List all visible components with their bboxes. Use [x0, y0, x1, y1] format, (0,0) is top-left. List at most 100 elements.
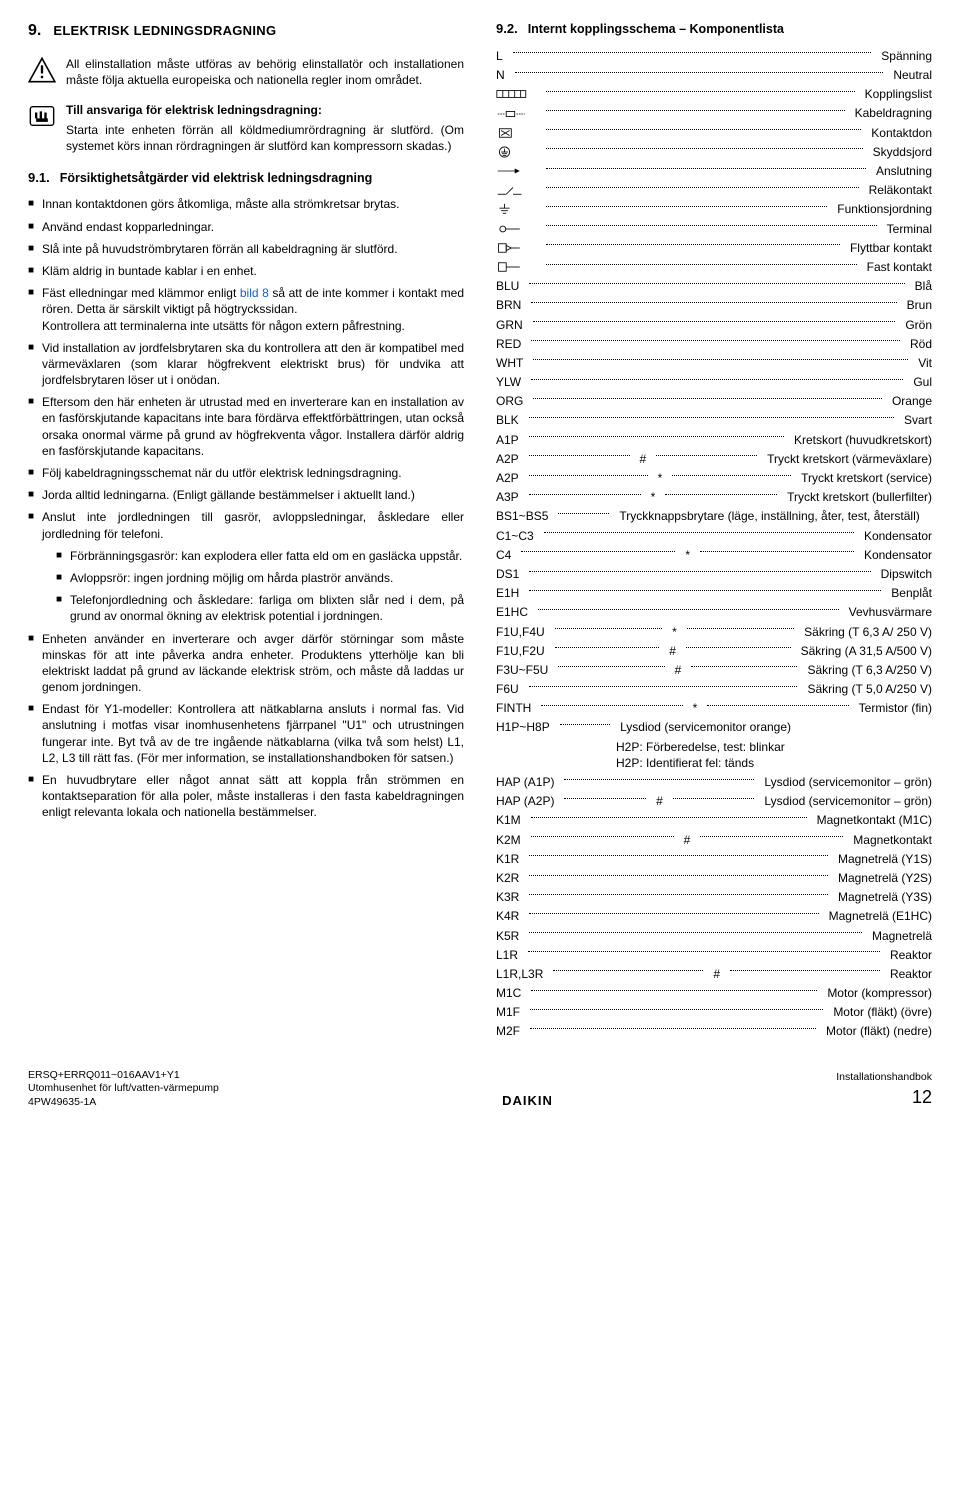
component-row: BLU Blå: [496, 278, 932, 294]
component-label: F1U,F4U: [496, 624, 545, 640]
component-value: Röd: [910, 336, 932, 352]
footer-left: ERSQ+ERRQ011~016AAV1+Y1 Utomhusenhet för…: [28, 1069, 219, 1110]
component-row: BRN Brun: [496, 297, 932, 313]
list-item: Enheten använder en inverterare och avge…: [28, 631, 464, 696]
component-value: Dipswitch: [881, 566, 932, 582]
component-row: RED Röd: [496, 336, 932, 352]
component-label: RED: [496, 336, 521, 352]
list-item: Endast för Y1-modeller: Kontrollera att …: [28, 701, 464, 766]
component-value: Motor (fläkt) (nedre): [826, 1023, 932, 1039]
component-value: Vevhusvärmare: [849, 604, 932, 620]
page-footer: ERSQ+ERRQ011~016AAV1+Y1 Utomhusenhet för…: [28, 1069, 932, 1110]
component-row: BS1~BS5 Tryckknappsbrytare (läge, inställ…: [496, 508, 932, 524]
component-value: Neutral: [893, 67, 932, 83]
figure-link[interactable]: bild 8: [240, 286, 269, 300]
list-item: Telefonjordledning och åskledare: farlig…: [56, 592, 464, 624]
connector-icon: [496, 126, 536, 140]
component-value: Lysdiod (servicemonitor – grön): [764, 793, 932, 809]
component-row: K2M#Magnetkontakt: [496, 832, 932, 848]
component-row: M2F Motor (fläkt) (nedre): [496, 1023, 932, 1039]
func-ground-icon: [496, 202, 536, 216]
component-marker: #: [669, 643, 676, 659]
brand-logo: DAIKIN: [502, 1092, 553, 1110]
component-label: BS1~BS5: [496, 508, 548, 524]
component-label: F3U~F5U: [496, 662, 548, 678]
component-marker: #: [713, 966, 720, 982]
warning-icon: [28, 56, 56, 84]
component-label: A2P: [496, 451, 519, 467]
hand-icon: [28, 102, 56, 130]
movable-icon: [496, 241, 536, 255]
list-item: Jorda alltid ledningarna. (Enligt gällan…: [28, 487, 464, 503]
component-label: E1HC: [496, 604, 528, 620]
note-title: Till ansvariga för elektrisk ledningsdra…: [66, 102, 464, 118]
list-item: Anslut inte jordledningen till gasrör, a…: [28, 509, 464, 624]
component-row: C4*Kondensator: [496, 547, 932, 563]
component-label: GRN: [496, 317, 523, 333]
component-label: ORG: [496, 393, 523, 409]
component-value: Grön: [905, 317, 932, 333]
component-value: Säkring (T 6,3 A/ 250 V): [804, 624, 932, 640]
section-title: ELEKTRISK LEDNINGSDRAGNING: [53, 22, 276, 40]
component-row: Fast kontakt: [496, 259, 932, 275]
list-item: Kläm aldrig in buntade kablar i en enhet…: [28, 263, 464, 279]
component-label: C4: [496, 547, 511, 563]
component-row: K5RMagnetrelä: [496, 928, 932, 944]
component-value: Magnetkontakt (M1C): [817, 812, 932, 828]
list-item: Vid installation av jordfelsbrytaren ska…: [28, 340, 464, 389]
component-row: A3P*Tryckt kretskort (bullerfilter): [496, 489, 932, 505]
component-value: Lysdiod (servicemonitor – grön): [764, 774, 932, 790]
component-row: C1~C3Kondensator: [496, 528, 932, 544]
fixed-icon: [496, 260, 536, 274]
component-label: WHT: [496, 355, 523, 371]
list-item: Avloppsrör: ingen jordning möjlig om hår…: [56, 570, 464, 586]
component-value: Blå: [915, 278, 932, 294]
component-label: K1M: [496, 812, 521, 828]
component-value: Magnetrelä (Y1S): [838, 851, 932, 867]
component-value: Fast kontakt: [867, 259, 932, 275]
component-label: BLU: [496, 278, 519, 294]
component-row: WHT Vit: [496, 355, 932, 371]
list-item: Förbränningsgasrör: kan explodera eller …: [56, 548, 464, 564]
precaution-list: Innan kontaktdonen görs åtkomliga, måste…: [28, 196, 464, 820]
component-value: Tryckknappsbrytare (läge, inställning, å…: [619, 508, 932, 524]
relay-icon: [496, 183, 536, 197]
component-label: HAP (A1P): [496, 774, 554, 790]
component-label: A2P: [496, 470, 519, 486]
component-row: HAP (A2P)#Lysdiod (servicemonitor – grön…: [496, 793, 932, 809]
component-value: Tryckt kretskort (bullerfilter): [787, 489, 932, 505]
left-column: 9. ELEKTRISK LEDNINGSDRAGNING All elinst…: [28, 20, 464, 1043]
component-label: BRN: [496, 297, 521, 313]
component-label: N: [496, 67, 505, 83]
component-value: Magnetrelä (Y3S): [838, 889, 932, 905]
component-row: ORGOrange: [496, 393, 932, 409]
component-row: K1M Magnetkontakt (M1C): [496, 812, 932, 828]
note-block: Till ansvariga för elektrisk ledningsdra…: [28, 102, 464, 155]
component-row: L1RReaktor: [496, 947, 932, 963]
component-value: Brun: [907, 297, 932, 313]
component-row: E1HBenplåt: [496, 585, 932, 601]
list-item: Innan kontaktdonen görs åtkomliga, måste…: [28, 196, 464, 212]
component-row: H1P~H8PLysdiod (servicemonitor orange): [496, 719, 932, 735]
component-row: FINTH*Termistor (fin): [496, 700, 932, 716]
list-item: Slå inte på huvudströmbrytaren förrän al…: [28, 241, 464, 257]
component-label: M2F: [496, 1023, 520, 1039]
component-marker: *: [658, 470, 663, 486]
component-value-cont: H2P: Förberedelse, test: blinkar: [616, 739, 932, 755]
component-marker: *: [651, 489, 656, 505]
subsection-heading: 9.2. Internt kopplingsschema – Komponent…: [496, 20, 932, 38]
component-row: Skyddsjord: [496, 144, 932, 160]
component-value: Vit: [918, 355, 932, 371]
component-row: Kabeldragning: [496, 105, 932, 121]
wiring-icon: [496, 107, 536, 121]
component-value: Spänning: [881, 48, 932, 64]
component-marker: *: [693, 700, 698, 716]
component-row: M1CMotor (kompressor): [496, 985, 932, 1001]
component-label: F6U: [496, 681, 519, 697]
component-value: Magnetkontakt: [853, 832, 932, 848]
component-row: M1FMotor (fläkt) (övre): [496, 1004, 932, 1020]
component-row: F1U,F2U#Säkring (A 31,5 A/500 V): [496, 643, 932, 659]
component-row: N Neutral: [496, 67, 932, 83]
component-row: GRN Grön: [496, 317, 932, 333]
component-value: Kondensator: [864, 528, 932, 544]
